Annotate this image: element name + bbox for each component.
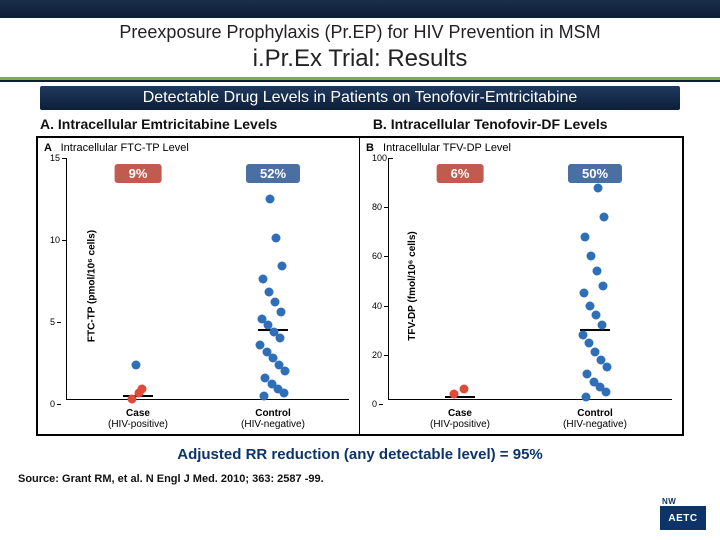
data-point [258, 275, 267, 284]
pct-badge: 9% [115, 164, 162, 183]
logo-text: AETC [668, 513, 697, 524]
aetc-logo: NW AETC [660, 506, 706, 530]
data-point [592, 267, 601, 276]
panel-a-axis-x [66, 399, 349, 400]
data-point [589, 377, 598, 386]
ytick: 80 [372, 202, 382, 212]
data-point [275, 334, 284, 343]
pct-badge: 50% [568, 164, 622, 183]
panel-b: B Intracellular TFV-DP Level TFV-DP (fmo… [360, 138, 682, 434]
data-point [585, 301, 594, 310]
data-point [278, 262, 287, 271]
data-point [583, 370, 592, 379]
panel-a-axis-y [66, 158, 67, 400]
panel-b-axis-y [388, 158, 389, 400]
pct-badge: 6% [437, 164, 484, 183]
pct-badge: 52% [246, 164, 300, 183]
data-point [584, 338, 593, 347]
panel-b-inner-label: B Intracellular TFV-DP Level [366, 142, 511, 154]
chart-frame: A Intracellular FTC-TP Level FTC-TP (pmo… [36, 136, 684, 436]
panel-b-title: B. Intracellular Tenofovir-DF Levels [373, 116, 680, 132]
ytick: 100 [372, 153, 387, 163]
data-point [263, 321, 272, 330]
dark-divider [0, 80, 720, 82]
data-point [272, 234, 281, 243]
panel-titles: A. Intracellular Emtricitabine Levels B.… [0, 110, 720, 134]
data-point [256, 340, 265, 349]
data-point [596, 355, 605, 364]
logo-nw: NW [662, 497, 676, 506]
data-point [280, 367, 289, 376]
data-point [450, 390, 459, 399]
panel-a-ylabel: FTC-TP (pmol/10⁶ cells) [87, 230, 98, 342]
ytick: 5 [50, 317, 55, 327]
data-point [132, 360, 141, 369]
data-point [264, 288, 273, 297]
title-block: Preexposure Prophylaxis (Pr.EP) for HIV … [0, 18, 720, 75]
data-point [270, 298, 279, 307]
data-point [591, 311, 600, 320]
ytick: 0 [50, 399, 55, 409]
ytick: 0 [372, 399, 377, 409]
xlabel: Case(HIV-positive) [93, 408, 183, 430]
data-point [257, 314, 266, 323]
panel-a: A Intracellular FTC-TP Level FTC-TP (pmo… [38, 138, 360, 434]
data-point [602, 363, 611, 372]
data-point [594, 183, 603, 192]
top-navy-bar [0, 0, 720, 18]
ytick: 20 [372, 350, 382, 360]
conclusion-text: Adjusted RR reduction (any detectable le… [0, 446, 720, 463]
data-point [579, 289, 588, 298]
title-line1: Preexposure Prophylaxis (Pr.EP) for HIV … [10, 22, 710, 43]
data-point [265, 195, 274, 204]
data-point [135, 388, 144, 397]
source-citation: Source: Grant RM, et al. N Engl J Med. 2… [0, 463, 720, 485]
panel-b-axis-x [388, 399, 672, 400]
data-point [580, 232, 589, 241]
panel-b-inner-title: Intracellular TFV-DP Level [383, 142, 511, 154]
subtitle-bar: Detectable Drug Levels in Patients on Te… [40, 86, 680, 110]
panel-a-inner-label: A Intracellular FTC-TP Level [44, 142, 189, 154]
data-point [268, 354, 277, 363]
data-point [260, 391, 269, 400]
title-line2: i.Pr.Ex Trial: Results [10, 45, 710, 73]
data-point [261, 373, 270, 382]
data-point [600, 213, 609, 222]
data-point [277, 308, 286, 317]
ytick: 10 [50, 235, 60, 245]
data-point [578, 331, 587, 340]
data-point [262, 347, 271, 356]
data-point [274, 360, 283, 369]
ytick: 40 [372, 301, 382, 311]
data-point [460, 385, 469, 394]
xlabel: Case(HIV-positive) [415, 408, 505, 430]
data-point [586, 252, 595, 261]
data-point [590, 348, 599, 357]
panel-b-ylabel: TFV-DP (fmol/10⁶ cells) [407, 231, 418, 340]
ytick: 60 [372, 251, 382, 261]
xlabel: Control(HIV-negative) [228, 408, 318, 430]
data-point [597, 321, 606, 330]
data-point [582, 392, 591, 401]
xlabel: Control(HIV-negative) [550, 408, 640, 430]
data-point [267, 380, 276, 389]
data-point [269, 327, 278, 336]
ytick: 15 [50, 153, 60, 163]
data-point [599, 281, 608, 290]
panel-a-inner-title: Intracellular FTC-TP Level [61, 142, 189, 154]
panel-a-title: A. Intracellular Emtricitabine Levels [40, 116, 347, 132]
